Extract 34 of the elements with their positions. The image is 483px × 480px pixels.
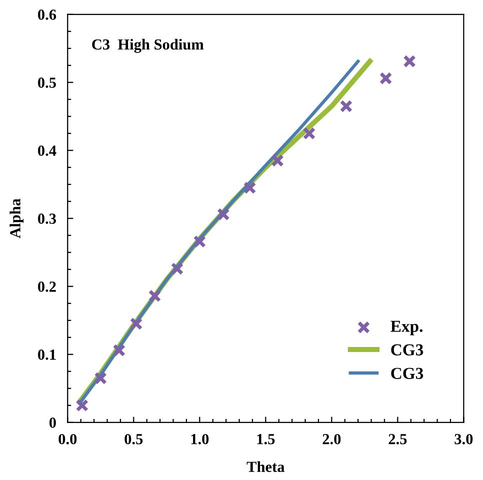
- point: [170, 262, 184, 276]
- legend-label: Exp.: [390, 320, 422, 336]
- point: [379, 72, 392, 85]
- point: [243, 181, 256, 194]
- legend-label: CG3: [391, 368, 424, 380]
- x-tick-label: 2.0: [322, 434, 341, 444]
- point: [76, 399, 89, 412]
- point: [193, 235, 206, 248]
- x-tick-label: 2.5: [388, 434, 407, 444]
- x-tick-label: 0.5: [124, 434, 143, 444]
- point: [112, 344, 126, 357]
- y-tick-label: 0.4: [38, 146, 56, 156]
- x-tick-label: 1.0: [191, 434, 209, 444]
- point: [148, 290, 162, 302]
- x-tick-label: 3.0: [454, 434, 473, 444]
- point: [271, 154, 284, 167]
- point: [94, 372, 108, 385]
- y-tick-label: 0.5: [38, 78, 56, 88]
- y-tick-label: 0.3: [38, 214, 56, 224]
- x-tick-label: 0.0: [58, 434, 77, 444]
- y-tick-label: 0.6: [38, 10, 56, 20]
- legend-label: CG3: [391, 344, 424, 356]
- point: [403, 54, 416, 68]
- y-axis-title: Alpha: [10, 198, 24, 238]
- point: [217, 208, 230, 221]
- point: [302, 127, 316, 140]
- y-tick-label: 0.1: [38, 350, 56, 360]
- annotation: C3 High Sodium: [92, 38, 204, 53]
- point: [130, 317, 143, 330]
- y-tick-label: 0.2: [38, 282, 56, 292]
- x-tick-label: 1.5: [257, 434, 275, 444]
- x-axis-title: Theta: [246, 461, 285, 472]
- y-tick-label: 0: [49, 418, 56, 428]
- point: [340, 100, 353, 113]
